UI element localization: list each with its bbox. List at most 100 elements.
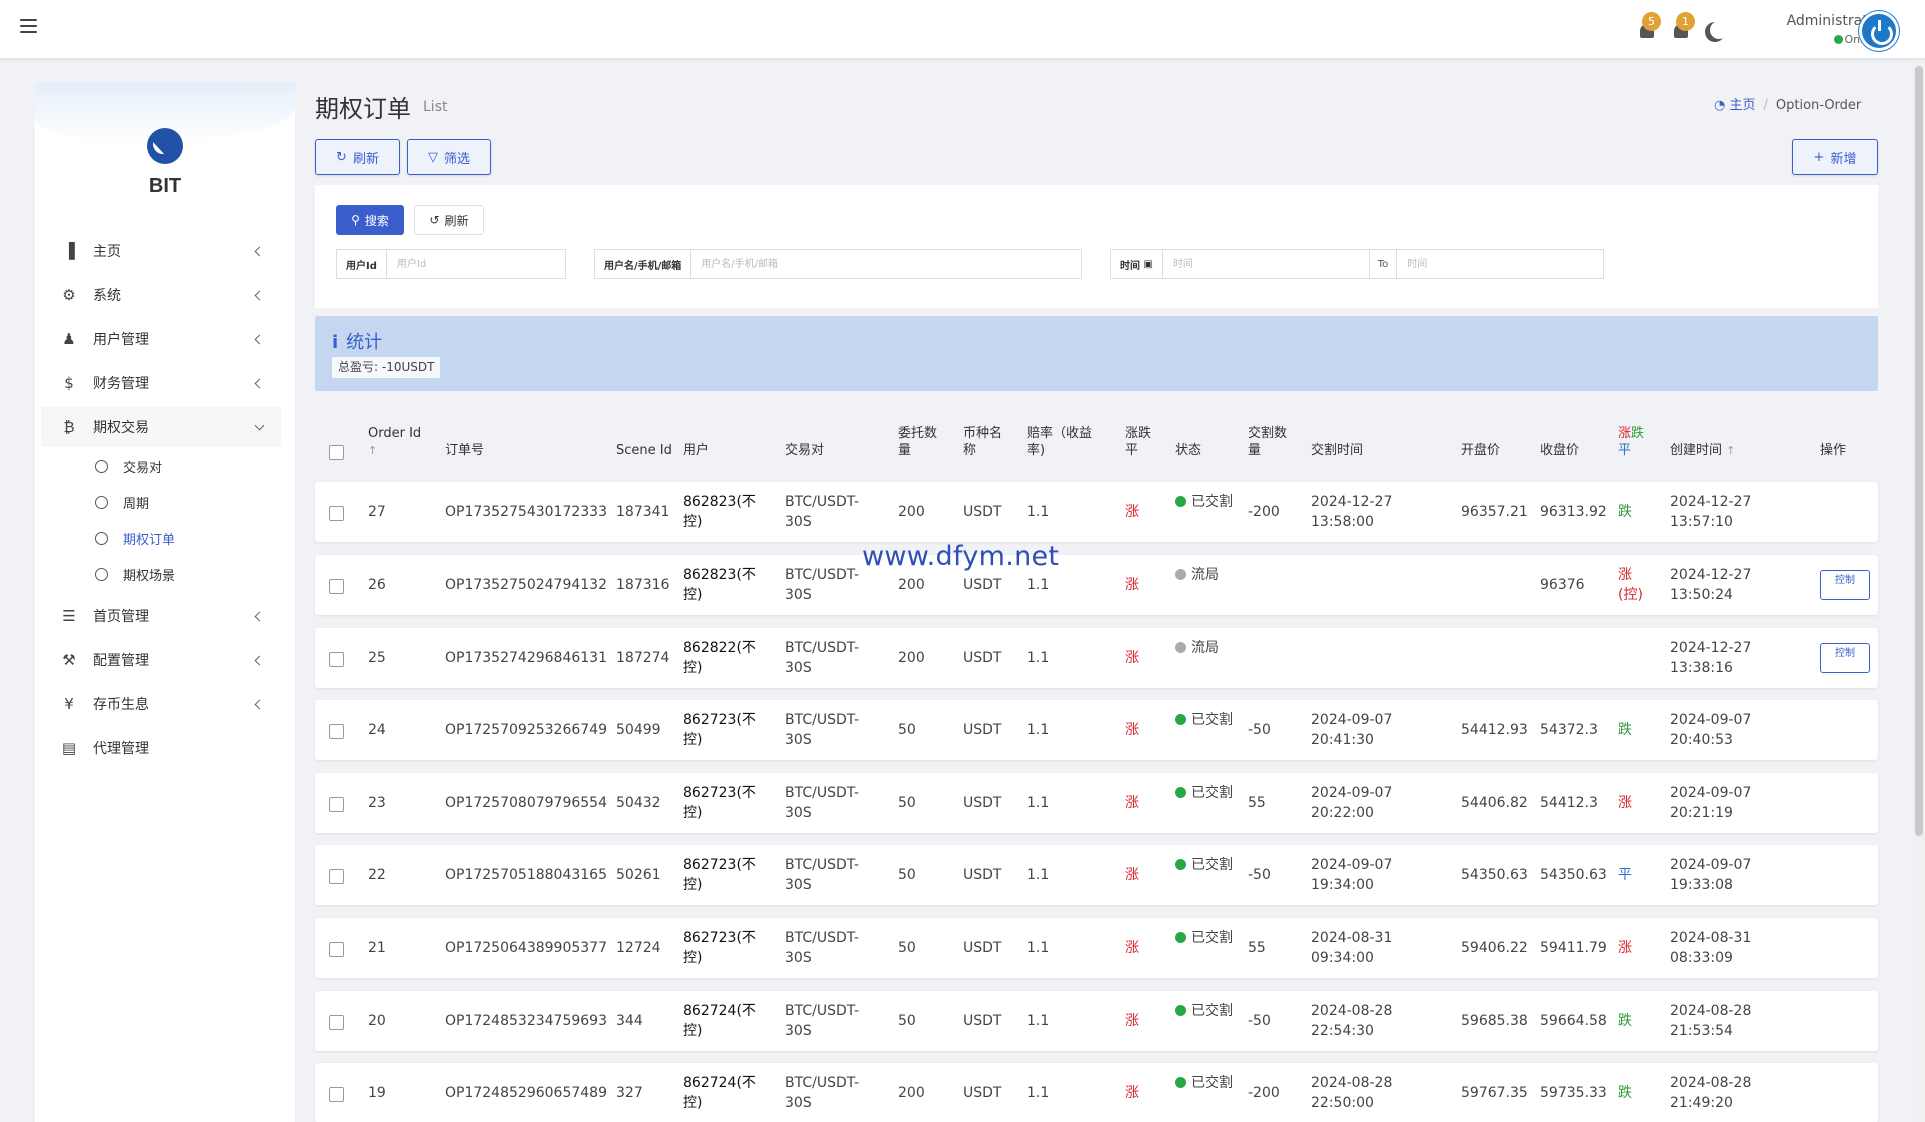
sidebar-sub-pairs[interactable]: 交易对 [95,451,162,481]
cell-currency: USDT [963,867,1002,883]
info-icon: i [332,332,339,353]
status-dot-icon [1175,932,1186,943]
cell-status: 已交割 [1175,1073,1235,1093]
control-button[interactable]: 控制 [1820,643,1870,673]
header-result: 涨跌平 [1618,426,1645,458]
cell-order-id: 19 [368,1085,386,1101]
row-checkbox[interactable] [329,579,344,594]
sidebar-sub-option-orders[interactable]: 期权订单 [95,523,175,553]
sidebar-item-config[interactable]: ⚒ 配置管理 [41,640,281,680]
row-checkbox[interactable] [329,652,344,667]
cell-scene-id: 50499 [616,722,661,738]
cell-direction: 涨 [1125,577,1139,593]
reset-button[interactable]: ↺ 刷新 [414,205,484,235]
row-checkbox[interactable] [329,1015,344,1030]
username-input[interactable] [691,250,1081,278]
filter-button[interactable]: ▽ 筛选 [407,139,491,175]
sidebar-item-options[interactable]: ₿ 期权交易 [41,407,281,447]
breadcrumb: ◔ 主页 / Option-Order [1714,98,1862,113]
header-created[interactable]: 创建时间 ↑ [1670,443,1736,458]
cell-order-no: OP1725064389905377 [445,940,607,956]
cell-close-price: 59735.33 [1540,1085,1607,1101]
sidebar-sub-scenes[interactable]: 期权场景 [95,559,175,589]
cell-direction: 涨 [1125,722,1139,738]
time-label: 时间 ▣ [1111,250,1163,278]
avatar-power-icon[interactable] [1859,11,1899,51]
to-label: To [1368,250,1398,278]
row-checkbox[interactable] [329,1087,344,1102]
select-all-checkbox[interactable] [329,445,344,460]
cell-close-price: 54372.3 [1540,722,1598,738]
chevron-left-icon [254,655,265,665]
cell-open-price: 54406.82 [1461,795,1528,811]
logo-icon [147,128,183,164]
logo-text: BIT [148,175,182,197]
cell-delivery-time: 2024-09-07 20:41:30 [1311,712,1393,748]
user-name[interactable]: Administrator [1786,13,1882,29]
cell-direction: 涨 [1125,504,1139,520]
cell-status: 已交割 [1175,783,1235,803]
sidebar-item-home[interactable]: ▐ 主页 [41,231,281,271]
sidebar-item-staking[interactable]: ¥ 存币生息 [41,684,281,724]
sidebar-item-system[interactable]: ⚙ 系统 [41,275,281,315]
header-close-price: 收盘价 [1540,443,1580,458]
yen-icon: ¥ [64,695,74,713]
cell-scene-id: 12724 [616,940,661,956]
time-from-input[interactable] [1162,250,1369,278]
add-button[interactable]: + 新增 [1792,139,1878,175]
user-id-input[interactable] [386,250,565,278]
cell-delivery-qty: 55 [1248,940,1266,956]
cell-user: 862723(不控) [683,857,756,893]
status-dot-icon [1175,859,1186,870]
header-delivery-qty: 交割数量 [1248,426,1288,458]
cell-delivery-time: 2024-08-28 22:50:00 [1311,1075,1393,1111]
header-order-id[interactable]: Order Id ↑ [368,426,422,457]
cell-close-price: 96376 [1540,577,1585,593]
dark-mode-moon-icon[interactable] [1710,21,1728,39]
row-checkbox[interactable] [329,506,344,521]
message-icon[interactable]: 1 [1670,12,1695,42]
search-button[interactable]: ⚲ 搜索 [336,205,404,235]
cell-result: 平 [1618,867,1632,883]
sidebar-item-agent[interactable]: ▤ 代理管理 [41,728,281,768]
time-to-input[interactable] [1397,250,1603,278]
sidebar-sub-period[interactable]: 周期 [95,487,149,517]
cell-amount: 200 [898,577,925,593]
filter-icon: ▽ [427,149,438,165]
row-checkbox[interactable] [329,724,344,739]
status-dot-icon [1175,496,1186,507]
breadcrumb-home[interactable]: ◔ 主页 [1714,98,1756,113]
cell-amount: 50 [898,795,916,811]
row-checkbox[interactable] [329,942,344,957]
time-range-field: 时间 ▣ To [1110,249,1604,279]
sidebar-item-finance[interactable]: $ 财务管理 [41,363,281,403]
cell-user: 862724(不控) [683,1075,756,1111]
sidebar-item-users[interactable]: ♟ 用户管理 [41,319,281,359]
sidebar-item-homepage[interactable]: ☰ 首页管理 [41,596,281,636]
status-dot-icon [1175,1005,1186,1016]
control-button[interactable]: 控制 [1820,570,1870,600]
cell-scene-id: 50261 [616,867,661,883]
cell-user: 862822(不控) [683,640,756,676]
cell-open-price: 54412.93 [1461,722,1528,738]
page-subtitle: List [423,99,448,115]
header-currency: 币种名称 [963,426,1003,458]
header-scene-id: Scene Id [616,443,672,458]
row-checkbox[interactable] [329,797,344,812]
online-dot-icon [1833,35,1843,44]
scrollbar-thumb[interactable] [1915,66,1923,836]
chevron-left-icon [254,611,265,621]
cell-order-no: OP1724853234759693 [445,1013,607,1029]
username-field: 用户名/手机/邮箱 [594,249,1082,279]
row-checkbox[interactable] [329,869,344,884]
notification-bell-icon[interactable]: 5 [1636,12,1661,42]
breadcrumb-current: Option-Order [1775,98,1862,113]
user-id-field: 用户Id [336,249,566,279]
refresh-button[interactable]: ↻ 刷新 [315,139,400,175]
notification-badge: 5 [1642,12,1661,31]
menu-toggle-icon[interactable] [20,19,37,33]
table-row: 27 OP1735275430172333 187341 862823(不控) BTC/… [315,482,1878,542]
chevron-left-icon [254,290,265,300]
cell-delivery-qty: -50 [1248,867,1271,883]
stats-panel: i 统计 总盈亏: -10USDT [315,316,1878,391]
